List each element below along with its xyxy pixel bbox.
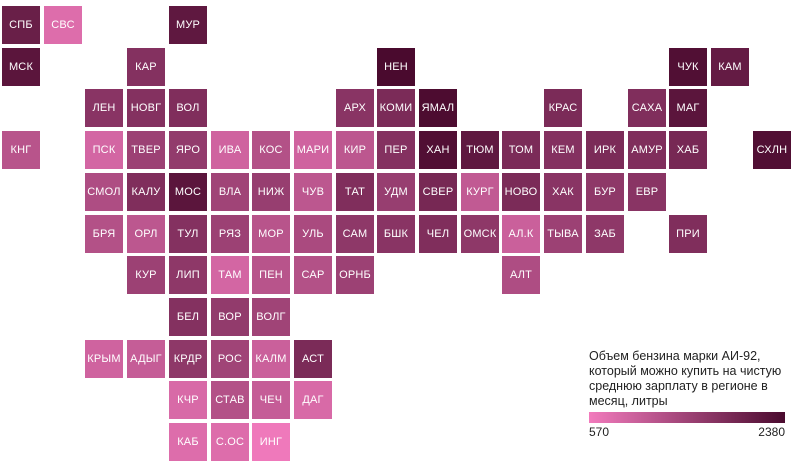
region-tile-том: ТОМ bbox=[502, 131, 540, 169]
region-tile-пск: ПСК bbox=[85, 131, 123, 169]
region-tile-чув: ЧУВ bbox=[294, 173, 332, 211]
region-tile-волг: ВОЛГ bbox=[252, 298, 290, 336]
region-tile-арх: АРХ bbox=[336, 89, 374, 127]
region-tile-хаб: ХАБ bbox=[669, 131, 707, 169]
region-tile-ямал: ЯМАЛ bbox=[419, 89, 457, 127]
region-tile-яро: ЯРО bbox=[169, 131, 207, 169]
region-tile-крдр: КРДР bbox=[169, 340, 207, 378]
legend-title: Объем бензина марки АИ-92, который можно… bbox=[589, 349, 782, 408]
region-tile-орнб: ОРНБ bbox=[336, 256, 374, 294]
region-tile-бря: БРЯ bbox=[85, 215, 123, 253]
region-tile-мор: МОР bbox=[252, 215, 290, 253]
region-tile-нен: НЕН bbox=[377, 48, 415, 86]
region-tile-заб: ЗАБ bbox=[586, 215, 624, 253]
region-tile-вор: ВОР bbox=[211, 298, 249, 336]
region-tile-маг: МАГ bbox=[669, 89, 707, 127]
region-tile-пер: ПЕР bbox=[377, 131, 415, 169]
region-tile-при: ПРИ bbox=[669, 215, 707, 253]
region-tile-хак: ХАК bbox=[544, 173, 582, 211]
region-tile-чук: ЧУК bbox=[669, 48, 707, 86]
region-tile-ряз: РЯЗ bbox=[211, 215, 249, 253]
legend-max-label: 2380 bbox=[758, 425, 785, 439]
region-tile-смол: СМОЛ bbox=[85, 173, 123, 211]
region-tile-тат: ТАТ bbox=[336, 173, 374, 211]
legend-ticks: 570 2380 bbox=[589, 425, 785, 441]
region-tile-крас: КРАС bbox=[544, 89, 582, 127]
region-tile-мари: МАРИ bbox=[294, 131, 332, 169]
region-tile-сар: САР bbox=[294, 256, 332, 294]
region-tile-мур: МУР bbox=[169, 6, 207, 44]
region-tile-бур: БУР bbox=[586, 173, 624, 211]
region-tile-спб: СПБ bbox=[2, 6, 40, 44]
region-tile-ново: НОВО bbox=[502, 173, 540, 211]
region-tile-даг: ДАГ bbox=[294, 381, 332, 419]
region-tile-чеч: ЧЕЧ bbox=[252, 381, 290, 419]
region-tile-кург: КУРГ bbox=[461, 173, 499, 211]
region-tile-кир: КИР bbox=[336, 131, 374, 169]
region-tile-калу: КАЛУ bbox=[127, 173, 165, 211]
region-tile-амур: АМУР bbox=[628, 131, 666, 169]
region-tile-вла: ВЛА bbox=[211, 173, 249, 211]
region-tile-омск: ОМСК bbox=[461, 215, 499, 253]
region-tile-новг: НОВГ bbox=[127, 89, 165, 127]
region-tile-ниж: НИЖ bbox=[252, 173, 290, 211]
region-tile-мос: МОС bbox=[169, 173, 207, 211]
region-tile-там: ТАМ bbox=[211, 256, 249, 294]
region-tile-орл: ОРЛ bbox=[127, 215, 165, 253]
region-tile-адыг: АДЫГ bbox=[127, 340, 165, 378]
region-tile-хан: ХАН bbox=[419, 131, 457, 169]
region-tile-тул: ТУЛ bbox=[169, 215, 207, 253]
region-tile-калм: КАЛМ bbox=[252, 340, 290, 378]
legend: Объем бензина марки АИ-92, который можно… bbox=[589, 349, 789, 441]
region-tile-лип: ЛИП bbox=[169, 256, 207, 294]
region-tile-ирк: ИРК bbox=[586, 131, 624, 169]
region-tile-ива: ИВА bbox=[211, 131, 249, 169]
region-tile-кем: КЕМ bbox=[544, 131, 582, 169]
region-tile-чел: ЧЕЛ bbox=[419, 215, 457, 253]
region-tile-кнг: КНГ bbox=[2, 131, 40, 169]
region-tile-тюм: ТЮМ bbox=[461, 131, 499, 169]
region-tile-сам: САМ bbox=[336, 215, 374, 253]
region-tile-мск: МСК bbox=[2, 48, 40, 86]
region-tile-саха: САХА bbox=[628, 89, 666, 127]
region-tile-рос: РОС bbox=[211, 340, 249, 378]
region-tile-свер: СВЕР bbox=[419, 173, 457, 211]
region-tile-пен: ПЕН bbox=[252, 256, 290, 294]
legend-color-scale bbox=[589, 412, 785, 423]
region-tile-крым: КРЫМ bbox=[85, 340, 123, 378]
region-tile-евр: ЕВР bbox=[628, 173, 666, 211]
region-tile-сос: С.ОС bbox=[211, 423, 249, 461]
region-tile-схлн: СХЛН bbox=[753, 131, 791, 169]
region-tile-инг: ИНГ bbox=[252, 423, 290, 461]
region-tile-уль: УЛЬ bbox=[294, 215, 332, 253]
region-tile-кчр: КЧР bbox=[169, 381, 207, 419]
region-tile-аст: АСТ bbox=[294, 340, 332, 378]
region-tile-свс: СВС bbox=[44, 6, 82, 44]
region-tile-кос: КОС bbox=[252, 131, 290, 169]
region-tile-каб: КАБ bbox=[169, 423, 207, 461]
region-tile-вол: ВОЛ bbox=[169, 89, 207, 127]
region-tile-став: СТАВ bbox=[211, 381, 249, 419]
region-tile-твер: ТВЕР bbox=[127, 131, 165, 169]
region-tile-коми: КОМИ bbox=[377, 89, 415, 127]
region-tile-кам: КАМ bbox=[711, 48, 749, 86]
region-tile-бшк: БШК bbox=[377, 215, 415, 253]
region-tile-алт: АЛТ bbox=[502, 256, 540, 294]
region-tile-лен: ЛЕН bbox=[85, 89, 123, 127]
region-tile-бел: БЕЛ bbox=[169, 298, 207, 336]
region-tile-тыва: ТЫВА bbox=[544, 215, 582, 253]
region-tile-кар: КАР bbox=[127, 48, 165, 86]
region-tile-кур: КУР bbox=[127, 256, 165, 294]
region-tile-алк: АЛ.К bbox=[502, 215, 540, 253]
region-tile-удм: УДМ bbox=[377, 173, 415, 211]
legend-min-label: 570 bbox=[589, 425, 610, 439]
